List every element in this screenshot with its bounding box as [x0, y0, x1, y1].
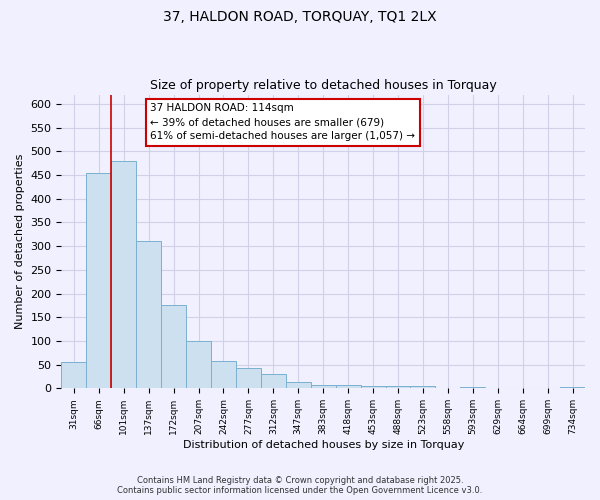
- Bar: [61, 362, 86, 388]
- Bar: [286, 382, 311, 388]
- Bar: [335, 384, 361, 388]
- Bar: [361, 386, 386, 388]
- Bar: [261, 374, 286, 388]
- Bar: [311, 384, 335, 388]
- Bar: [211, 361, 236, 388]
- Bar: [236, 368, 261, 388]
- Bar: [161, 306, 186, 388]
- Text: Contains HM Land Registry data © Crown copyright and database right 2025.
Contai: Contains HM Land Registry data © Crown c…: [118, 476, 482, 495]
- Bar: [111, 161, 136, 388]
- Y-axis label: Number of detached properties: Number of detached properties: [15, 154, 25, 329]
- Bar: [410, 386, 436, 388]
- Bar: [386, 386, 410, 388]
- Text: 37, HALDON ROAD, TORQUAY, TQ1 2LX: 37, HALDON ROAD, TORQUAY, TQ1 2LX: [163, 10, 437, 24]
- Bar: [186, 341, 211, 388]
- Title: Size of property relative to detached houses in Torquay: Size of property relative to detached ho…: [150, 79, 497, 92]
- Bar: [86, 172, 111, 388]
- Bar: [136, 240, 161, 388]
- Text: 37 HALDON ROAD: 114sqm
← 39% of detached houses are smaller (679)
61% of semi-de: 37 HALDON ROAD: 114sqm ← 39% of detached…: [151, 104, 415, 142]
- X-axis label: Distribution of detached houses by size in Torquay: Distribution of detached houses by size …: [182, 440, 464, 450]
